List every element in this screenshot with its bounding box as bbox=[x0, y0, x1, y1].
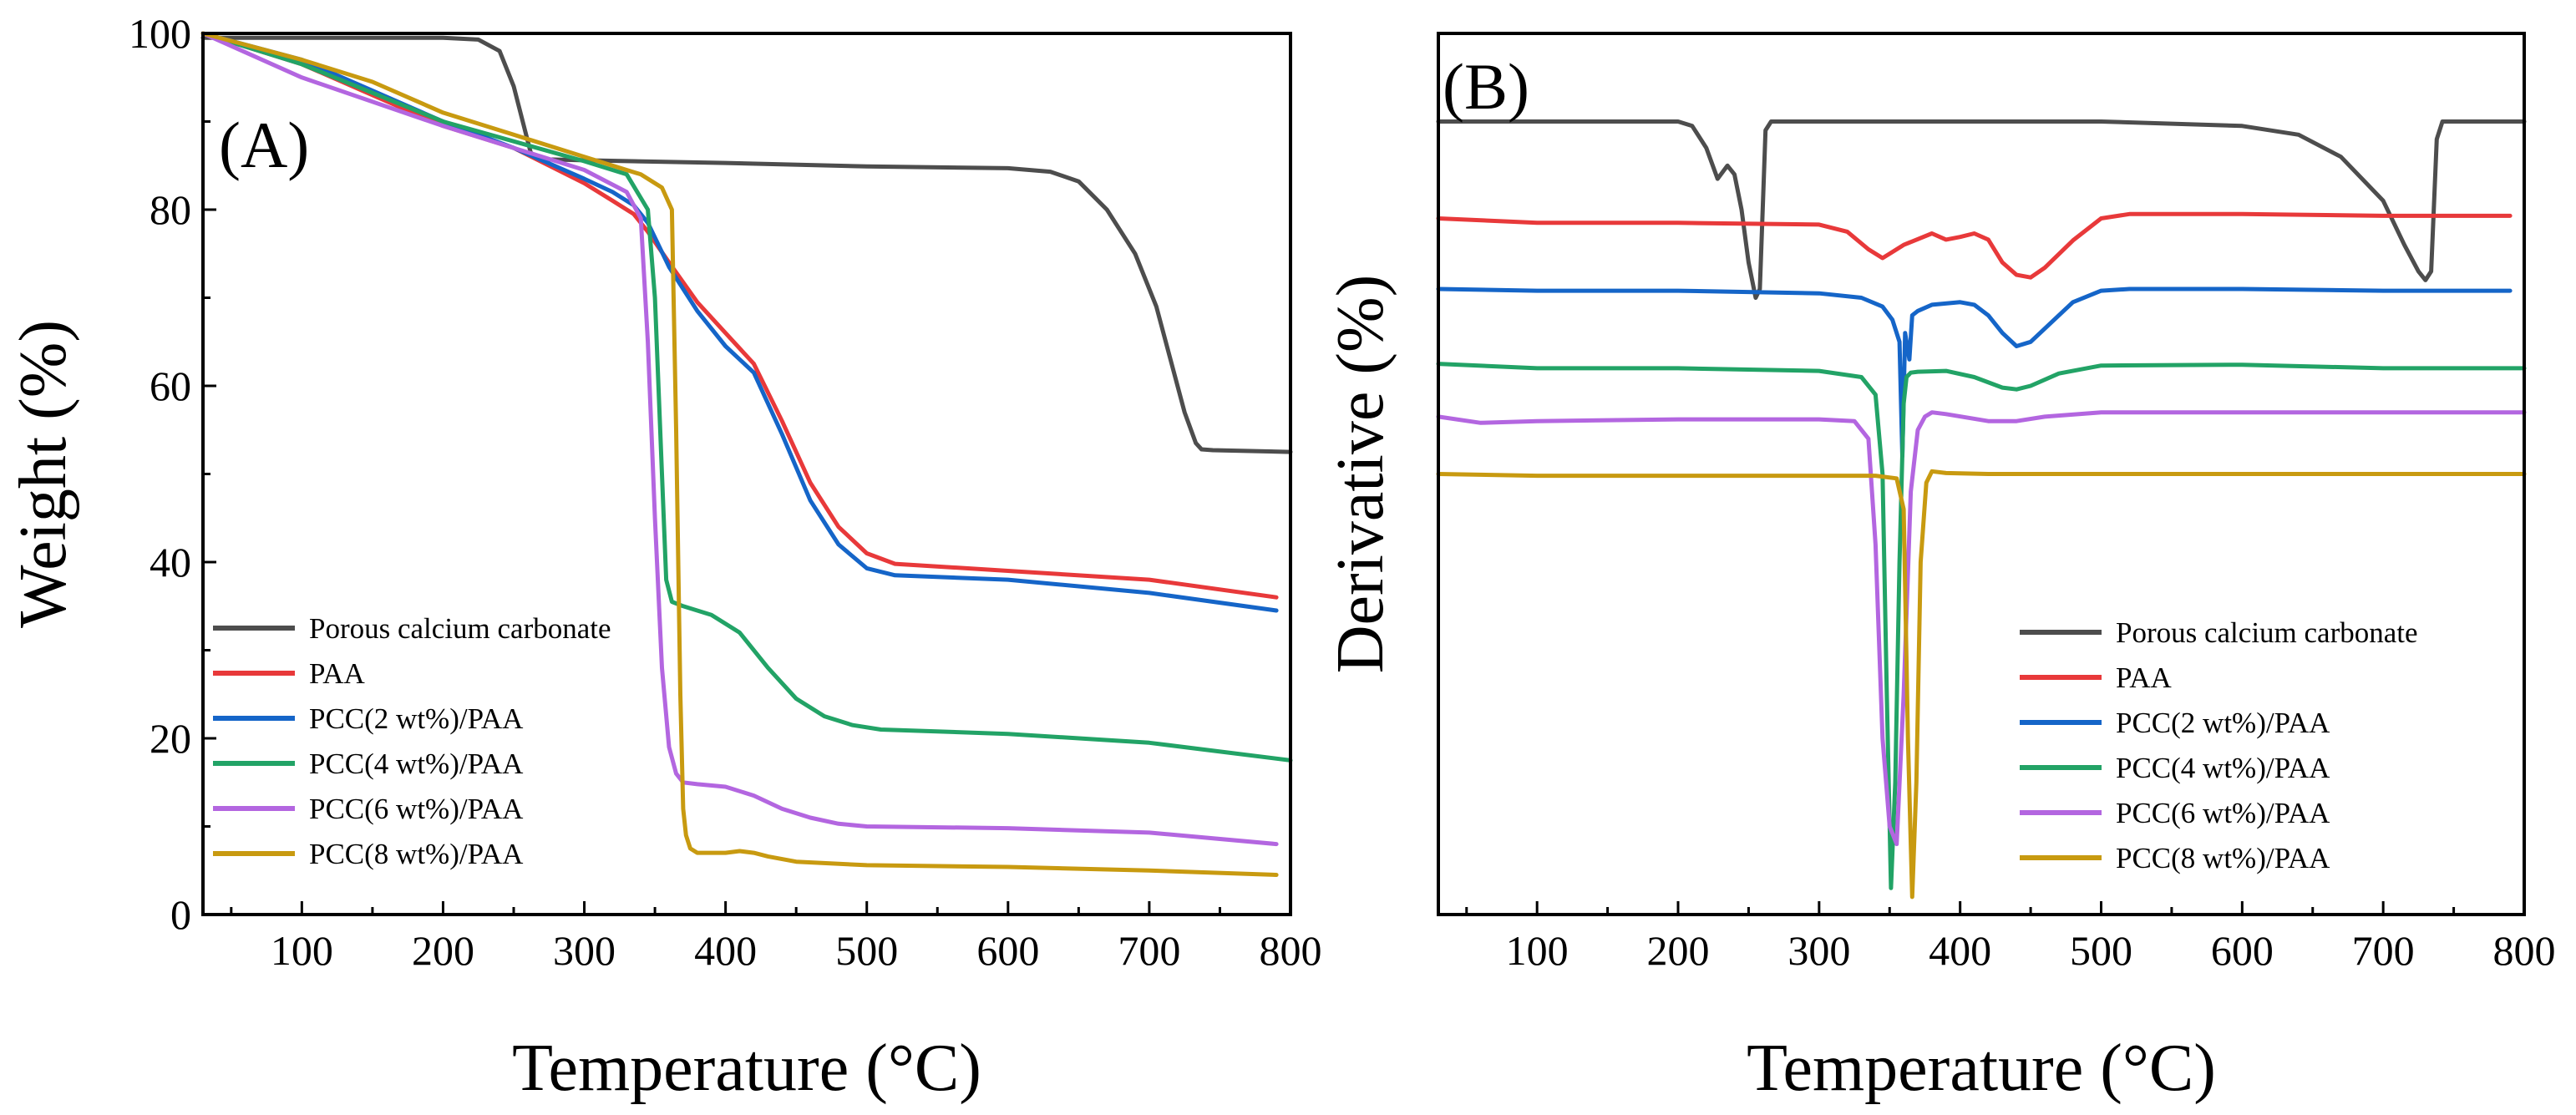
legend-b: Porous calcium carbonate PAA PCC(2 wt%)/PA… bbox=[2020, 616, 2418, 874]
x-axis-b: 100 200 300 400 500 600 700 800 bbox=[1465, 901, 2556, 974]
y-axis-title-a: Weight (%) bbox=[7, 320, 80, 628]
x-axis-title-a: Temperature (°C) bbox=[512, 1031, 981, 1105]
series-group-a bbox=[200, 31, 1293, 877]
legend-label-a-5: PCC(8 wt%)/PAA bbox=[309, 838, 524, 870]
y-tick-label-a: 80 bbox=[150, 186, 191, 233]
series-line-b-1 bbox=[1436, 211, 2513, 280]
legend-label-b-5: PCC(8 wt%)/PAA bbox=[2116, 842, 2330, 874]
legend-label-b-0: Porous calcium carbonate bbox=[2116, 616, 2418, 649]
x-tick-label-b: 200 bbox=[1647, 927, 1710, 974]
x-axis-a: 100 200 300 400 500 600 700 800 bbox=[230, 901, 1322, 974]
y-axis-a: 0 20 40 60 80 100 bbox=[129, 10, 216, 938]
x-tick-label-a: 700 bbox=[1118, 927, 1180, 974]
y-tick-label-a: 0 bbox=[170, 891, 191, 938]
legend-label-b-4: PCC(6 wt%)/PAA bbox=[2116, 797, 2330, 829]
plot-frame-a bbox=[201, 32, 1292, 916]
x-axis-title-b: Temperature (°C) bbox=[1747, 1031, 2216, 1105]
legend-label-b-2: PCC(2 wt%)/PAA bbox=[2116, 707, 2330, 739]
series-group-b bbox=[1436, 119, 2527, 900]
legend-label-a-4: PCC(6 wt%)/PAA bbox=[309, 793, 524, 825]
series-line-b-2 bbox=[1436, 286, 2513, 459]
x-tick-label-b: 300 bbox=[1787, 927, 1850, 974]
x-tick-label-b: 800 bbox=[2493, 927, 2556, 974]
series-line-a-2 bbox=[200, 31, 1279, 613]
legend-label-b-1: PAA bbox=[2116, 661, 2173, 694]
x-tick-label-a: 200 bbox=[412, 927, 474, 974]
series-line-b-3 bbox=[1436, 362, 2527, 890]
series-line-b-0 bbox=[1436, 119, 2527, 300]
series-line-a-0 bbox=[200, 35, 1293, 454]
x-tick-label-b: 700 bbox=[2352, 927, 2415, 974]
y-axis-title-b: Derivative (%) bbox=[1324, 275, 1397, 674]
panel-label-b: (B) bbox=[1443, 50, 1529, 123]
x-tick-label-a: 600 bbox=[976, 927, 1039, 974]
legend-a: Porous calcium carbonate PAA PCC(2 wt%)/PA… bbox=[213, 612, 611, 870]
x-tick-label-b: 600 bbox=[2211, 927, 2274, 974]
panel-label-a: (A) bbox=[219, 109, 309, 181]
x-tick-label-b: 500 bbox=[2070, 927, 2132, 974]
plot-frame-b bbox=[1437, 32, 2526, 916]
legend-label-b-3: PCC(4 wt%)/PAA bbox=[2116, 752, 2330, 784]
panel-b-derivative-chart: 100 200 300 400 500 600 700 800 Temperature (°C)… bbox=[1324, 32, 2556, 1105]
legend-label-a-1: PAA bbox=[309, 657, 366, 690]
panel-a-weight-chart: 100 200 300 400 500 600 700 800 0 20 40 60 80 100 Temp… bbox=[7, 10, 1322, 1105]
x-tick-label-a: 300 bbox=[553, 927, 616, 974]
x-tick-label-b: 100 bbox=[1506, 927, 1569, 974]
y-tick-label-a: 60 bbox=[150, 362, 191, 409]
legend-label-a-2: PCC(2 wt%)/PAA bbox=[309, 702, 524, 735]
series-line-a-1 bbox=[200, 31, 1279, 600]
x-tick-label-a: 500 bbox=[835, 927, 898, 974]
x-tick-label-a: 400 bbox=[694, 927, 757, 974]
y-tick-label-a: 20 bbox=[150, 715, 191, 762]
x-tick-label-a: 800 bbox=[1260, 927, 1322, 974]
series-line-a-5 bbox=[200, 31, 1279, 877]
series-line-b-5 bbox=[1436, 469, 2527, 900]
legend-label-a-3: PCC(4 wt%)/PAA bbox=[309, 748, 524, 780]
x-tick-label-b: 400 bbox=[1929, 927, 1991, 974]
series-line-a-4 bbox=[200, 31, 1279, 847]
series-line-a-3 bbox=[200, 31, 1293, 763]
y-tick-label-a: 40 bbox=[150, 539, 191, 585]
y-tick-label-a: 100 bbox=[129, 10, 191, 57]
x-tick-label-a: 100 bbox=[271, 927, 333, 974]
legend-label-a-0: Porous calcium carbonate bbox=[309, 612, 611, 645]
